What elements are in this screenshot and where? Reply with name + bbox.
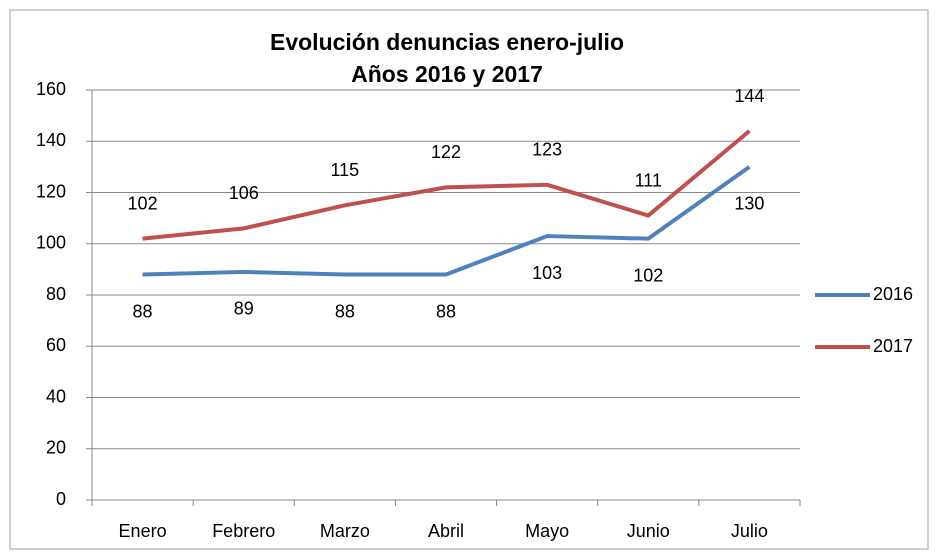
x-tick-label: Abril: [428, 521, 464, 541]
x-tick-label: Febrero: [212, 521, 275, 541]
legend-label: 2017: [873, 336, 913, 356]
x-tick-label: Julio: [731, 521, 768, 541]
chart-subtitle: Años 2016 y 2017: [351, 61, 543, 87]
y-tick-label: 40: [46, 386, 66, 406]
y-tick-label: 60: [46, 335, 66, 355]
data-label: 102: [128, 193, 158, 213]
y-tick-label: 20: [46, 438, 66, 458]
y-tick-label: 140: [36, 130, 66, 150]
data-label: 88: [335, 301, 355, 321]
y-tick-label: 120: [36, 181, 66, 201]
series-line: [142, 165, 751, 277]
data-label: 88: [133, 301, 153, 321]
x-tick-label: Mayo: [525, 521, 569, 541]
data-label: 144: [734, 86, 764, 106]
chart-title: Evolución denuncias enero-julio: [270, 29, 624, 55]
data-label: 111: [635, 170, 662, 190]
data-label: 106: [229, 183, 259, 203]
x-tick-label: Junio: [627, 521, 670, 541]
data-label: 123: [532, 140, 562, 160]
y-tick-label: 100: [36, 233, 66, 253]
x-tick-label: Enero: [119, 521, 167, 541]
chart-border: [9, 9, 929, 550]
series-line: [142, 129, 751, 241]
data-label: 89: [234, 299, 254, 319]
y-tick-label: 80: [46, 284, 66, 304]
y-tick-label: 160: [36, 79, 66, 99]
x-tick-label: Marzo: [320, 521, 370, 541]
data-label: 130: [734, 194, 764, 214]
data-label: 122: [431, 142, 461, 162]
data-label: 115: [331, 160, 360, 180]
legend-label: 2016: [873, 284, 913, 304]
y-tick-label: 0: [56, 489, 66, 509]
data-label: 103: [532, 263, 562, 283]
data-label: 102: [633, 265, 663, 285]
data-label: 88: [436, 301, 456, 321]
